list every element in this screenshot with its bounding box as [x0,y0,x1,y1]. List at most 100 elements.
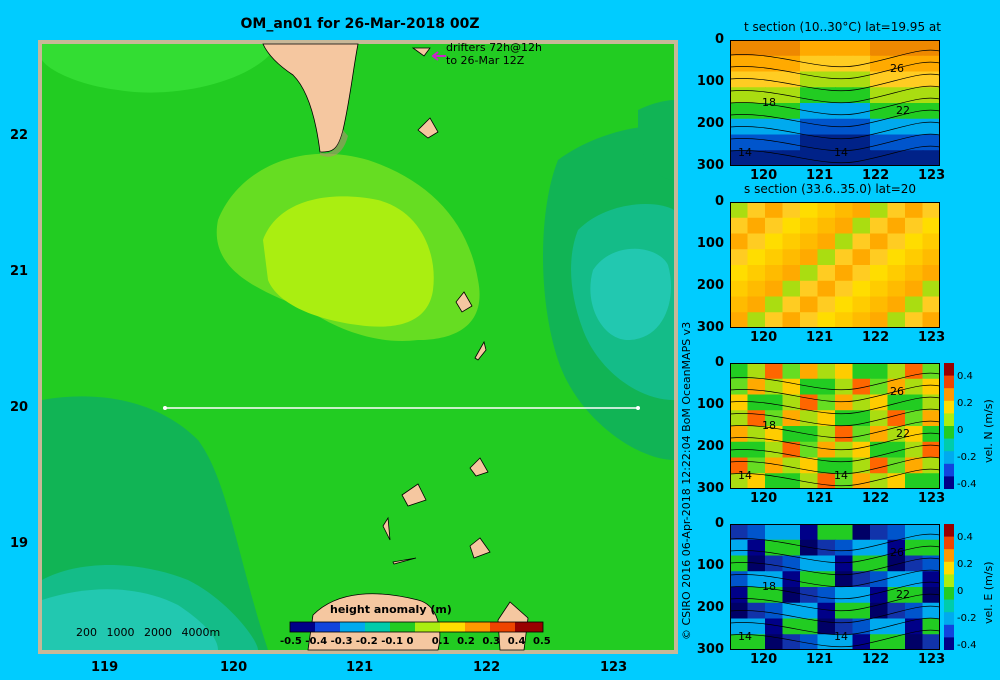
contour-label: 26 [890,546,904,559]
section-cell [922,265,940,282]
section-cell [835,249,854,266]
contour-line [730,533,940,552]
contour-label: 26 [890,385,904,398]
section-cell [765,473,784,489]
colorbar-tick: 0 [406,636,414,647]
drifter-arrow-icon [431,51,446,61]
land-shadow [320,130,348,157]
contour-line [730,456,940,475]
section-cell [817,555,836,573]
section-cell [765,457,784,475]
section-cell [747,539,766,557]
section-cell [782,587,801,604]
panel-y-tick: 0 [714,355,724,370]
section-cell [817,217,836,235]
section-cell [852,118,871,136]
section-cell [870,618,889,636]
panel-x-tick: 120 [750,491,778,506]
section-cell [730,296,749,314]
section-cell [782,363,801,380]
section-cell [765,217,784,235]
section-cell [765,587,784,604]
section-cell [782,150,801,166]
colorbar-segment [944,599,954,614]
section-cell [905,587,924,604]
section-cell [905,150,924,166]
section-cell [870,539,889,557]
section-cell [782,524,801,541]
section-line [163,406,640,410]
section-cell [887,118,906,136]
panel-x-tick: 120 [750,168,778,183]
section-cell [765,426,784,443]
section-cell [800,312,819,328]
section-cell [817,363,836,380]
section-cell [730,249,749,266]
section-cell [887,587,906,604]
section-cell [835,150,854,166]
section-cell [765,249,784,266]
colorbar-tick: 0.2 [457,636,475,647]
colorbar-segment [944,524,954,538]
section-cell [852,634,871,650]
section-cell [817,71,836,89]
section-cell [905,296,924,314]
section-cell [730,555,749,573]
section-cell [887,265,906,282]
section-cell [800,249,819,266]
section-cell [800,394,819,412]
colorbar-segment [944,388,954,402]
section-cell [765,410,784,427]
velocity-colorbar [944,524,954,650]
section-cell [870,150,889,166]
contour-label: 14 [834,146,848,159]
section-cell [870,280,889,298]
contour-line [730,545,940,564]
section-cell [800,473,819,489]
section-panel-plot [730,363,940,489]
section-cell [852,55,871,73]
colorbar-segment [944,587,954,601]
section-cell [782,555,801,573]
section-cell [887,602,906,620]
section-cell [730,524,749,541]
velocity-colorbar-tick: 0.4 [957,532,973,543]
section-cell [887,618,906,636]
depth-legend: 200 1000 2000 4000m [76,626,220,639]
section-cell [800,87,819,104]
section-cell [782,296,801,314]
section-cell [887,249,906,266]
contour-line [730,468,940,487]
section-cell [887,571,906,588]
section-cell [852,249,871,266]
section-cell [870,249,889,266]
section-cell [800,602,819,620]
section-cell [800,296,819,314]
panel-frame [730,40,940,166]
x-tick-123: 123 [600,660,628,675]
colorbar-tick: 0.5 [533,636,551,647]
section-cell [887,539,906,557]
section-cell [922,587,940,604]
section-cell [852,134,871,152]
panel-x-tick: 123 [918,652,946,667]
section-cell [870,87,889,104]
section-cell [922,410,940,427]
section-cell [922,296,940,314]
section-cell [782,134,801,152]
contour-line [730,121,940,140]
section-cell [905,394,924,412]
contour-label: 14 [738,630,752,643]
section-cell [747,473,766,489]
section-panel-plot [730,524,940,650]
section-cell [922,87,940,104]
section-cell [782,202,801,219]
section-cell [800,363,819,380]
section-cell [922,233,940,251]
section-cell [817,296,836,314]
colorbar-segment [944,426,954,440]
section-cell [835,555,854,573]
contour-line [730,384,940,403]
section-cell [800,280,819,298]
section-cell [870,296,889,314]
